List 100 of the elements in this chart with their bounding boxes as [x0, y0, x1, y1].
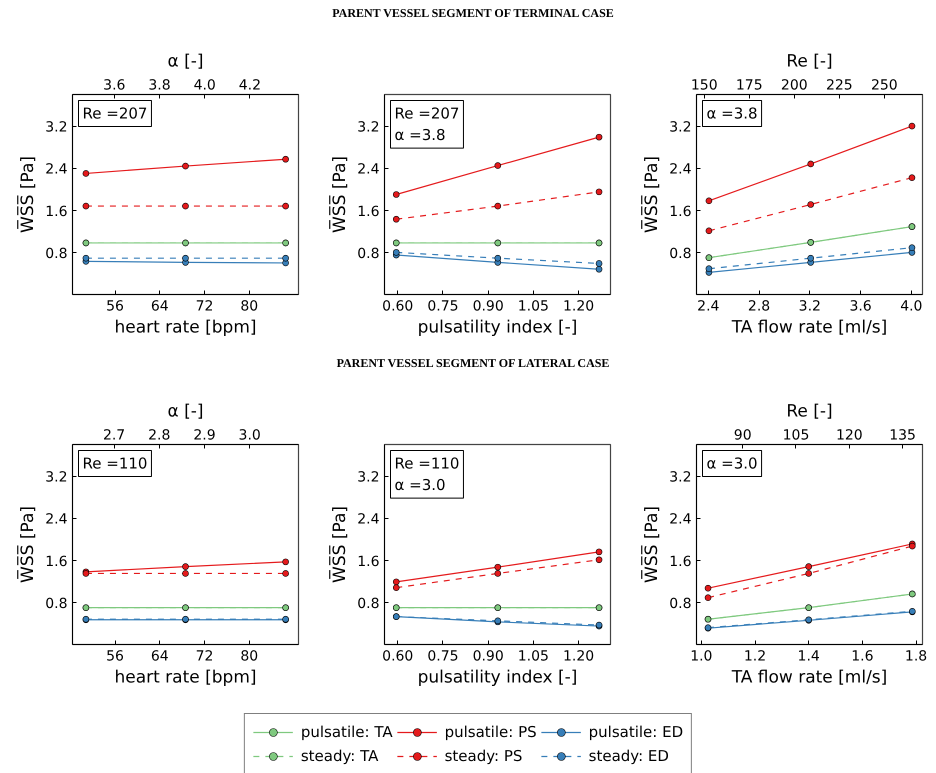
- legend-label: steady: TA: [300, 747, 378, 765]
- point: [596, 134, 602, 140]
- x-tick-label: 80: [240, 298, 258, 314]
- y-tick-label: 0.8: [45, 596, 68, 612]
- x2-tick-label: 4.0: [194, 78, 216, 94]
- point: [182, 202, 189, 210]
- x-tick-label: 2.4: [697, 298, 720, 314]
- x-tick-label: 1.2: [744, 648, 766, 664]
- point: [706, 265, 712, 272]
- x2-tick-label: 2.9: [193, 428, 216, 444]
- x2-tick-label: 135: [889, 428, 916, 444]
- point: [908, 122, 916, 130]
- point: [82, 202, 90, 210]
- y-tick-label: 2.4: [45, 162, 68, 178]
- annotation: α =3.8: [706, 104, 758, 122]
- y-tick-label: 1.6: [45, 204, 68, 220]
- point: [282, 558, 289, 566]
- point: [805, 563, 812, 570]
- legend-label: pulsatile: TA: [300, 723, 393, 741]
- y-tick-label: 2.4: [669, 162, 692, 178]
- x-tick-label: 1.20: [562, 648, 594, 664]
- point: [596, 266, 602, 273]
- point: [704, 584, 712, 592]
- y-tick-label: 3.2: [357, 120, 380, 136]
- chart-title: PARENT VESSEL SEGMENT OF LATERAL CASE: [336, 355, 610, 372]
- annotation: Re =110: [394, 454, 460, 472]
- x-tick-label: 1.20: [562, 298, 594, 314]
- x-tick-label: 1.05: [518, 648, 549, 664]
- point: [392, 578, 400, 586]
- x2-tick-label: 3.8: [148, 78, 171, 94]
- point: [282, 156, 289, 163]
- x-tick-label: 64: [150, 298, 169, 314]
- x-tick-label: 0.75: [427, 648, 459, 664]
- point: [596, 260, 602, 267]
- point: [282, 202, 289, 210]
- point: [392, 216, 400, 223]
- x-axis-title: heart rate [bpm]: [114, 668, 257, 688]
- point: [282, 254, 289, 262]
- x2-axis-title: Re [-]: [786, 52, 833, 72]
- y-tick-label: 2.4: [357, 162, 380, 178]
- x2-tick-label: 3.0: [238, 428, 261, 444]
- x2-axis-title: α [-]: [167, 402, 204, 422]
- point: [182, 162, 189, 170]
- x-tick-label: 0.60: [382, 648, 414, 664]
- x2-tick-label: 225: [826, 78, 853, 94]
- x2-tick-label: 200: [780, 78, 808, 94]
- y-tick-label: 2.4: [357, 512, 380, 528]
- point: [908, 174, 916, 181]
- point: [704, 594, 712, 601]
- point: [82, 170, 90, 177]
- x-tick-label: 1.0: [690, 648, 712, 664]
- y-tick-label: 0.8: [669, 246, 692, 262]
- x2-tick-label: 175: [736, 78, 763, 94]
- point: [392, 249, 400, 256]
- legend-label: steady: ED: [588, 747, 669, 765]
- point: [596, 556, 602, 564]
- y-tick-label: 1.6: [357, 554, 380, 570]
- y-tick-label: 3.2: [357, 470, 380, 486]
- x2-tick-label: 4.2: [238, 78, 262, 94]
- annotation: Re =110: [82, 454, 148, 472]
- legend-label: steady: PS: [444, 747, 522, 765]
- point: [182, 254, 189, 262]
- point: [908, 244, 916, 251]
- point: [494, 162, 502, 169]
- x-tick-label: 2.8: [748, 298, 770, 314]
- point: [596, 188, 602, 196]
- point: [805, 570, 812, 577]
- point: [494, 570, 502, 577]
- x-tick-label: 3.2: [798, 298, 821, 314]
- y-tick-label: 2.4: [669, 512, 692, 528]
- x-tick-label: 56: [106, 648, 124, 664]
- y-tick-label: 3.2: [669, 470, 692, 486]
- x2-axis-title: α [-]: [167, 52, 204, 72]
- x-tick-label: 1.4: [798, 648, 820, 664]
- y-tick-label: 2.4: [45, 512, 68, 528]
- x-tick-label: 72: [196, 648, 214, 664]
- x-tick-label: 3.6: [849, 298, 872, 314]
- x-tick-label: 1.8: [904, 648, 928, 664]
- x2-tick-label: 3.6: [103, 78, 126, 94]
- chart-title: PARENT VESSEL SEGMENT OF TERMINAL CASE: [332, 5, 614, 22]
- y-tick-label: 1.6: [669, 204, 692, 220]
- x-tick-label: 56: [106, 298, 124, 314]
- point: [392, 191, 400, 198]
- x2-axis-title: Re [-]: [786, 402, 833, 422]
- annotation: α =3.0: [706, 454, 758, 472]
- point: [494, 564, 502, 570]
- x-tick-label: 0.90: [472, 648, 504, 664]
- y-tick-label: 3.2: [45, 470, 68, 486]
- point: [706, 228, 712, 234]
- legend-label: pulsatile: ED: [588, 723, 684, 741]
- y-tick-label: 1.6: [669, 554, 692, 570]
- y-tick-label: 0.8: [357, 246, 380, 262]
- y-axis-title: W̅S̅S̅ [Pa]: [641, 156, 662, 233]
- point: [596, 548, 602, 556]
- x-tick-label: 0.75: [427, 298, 459, 314]
- point: [494, 202, 502, 210]
- x2-tick-label: 90: [734, 428, 752, 444]
- annotation: Re =207: [82, 104, 148, 122]
- point: [182, 570, 189, 577]
- point: [807, 254, 814, 262]
